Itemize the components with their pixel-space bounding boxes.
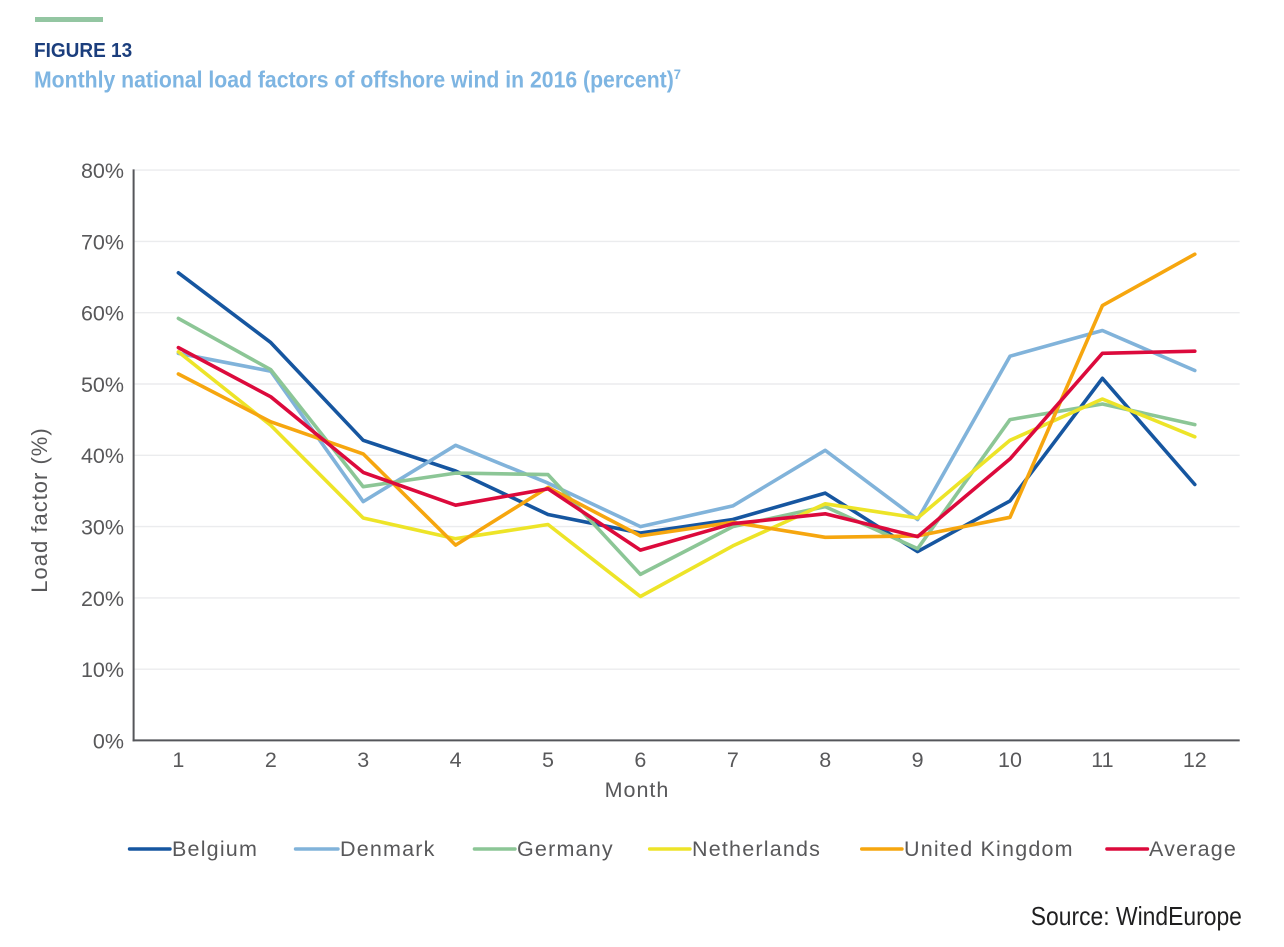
svg-text:6: 6 [634, 748, 646, 772]
svg-text:1: 1 [172, 748, 184, 772]
svg-text:Average: Average [1149, 837, 1237, 861]
svg-text:70%: 70% [81, 230, 124, 254]
svg-text:3: 3 [357, 748, 369, 772]
svg-text:60%: 60% [81, 302, 124, 326]
svg-text:9: 9 [912, 748, 924, 772]
svg-text:80%: 80% [81, 159, 124, 183]
svg-text:10: 10 [998, 748, 1022, 772]
svg-text:Denmark: Denmark [340, 837, 436, 861]
svg-text:8: 8 [819, 748, 831, 772]
svg-text:11: 11 [1091, 748, 1113, 772]
svg-text:0%: 0% [93, 729, 124, 753]
svg-text:4: 4 [450, 748, 462, 772]
svg-text:50%: 50% [81, 373, 124, 397]
svg-text:United Kingdom: United Kingdom [904, 837, 1074, 861]
svg-text:Month: Month [605, 778, 670, 802]
svg-text:20%: 20% [81, 587, 124, 611]
svg-text:30%: 30% [81, 516, 124, 540]
svg-text:5: 5 [542, 748, 554, 772]
svg-text:40%: 40% [81, 444, 124, 468]
svg-text:12: 12 [1183, 748, 1207, 772]
svg-text:Belgium: Belgium [172, 837, 258, 861]
svg-text:7: 7 [727, 748, 739, 772]
svg-text:Load factor (%): Load factor (%) [27, 427, 52, 592]
svg-text:Germany: Germany [517, 837, 614, 861]
svg-text:2: 2 [265, 748, 277, 772]
svg-text:10%: 10% [81, 658, 124, 682]
svg-text:Netherlands: Netherlands [692, 837, 821, 861]
